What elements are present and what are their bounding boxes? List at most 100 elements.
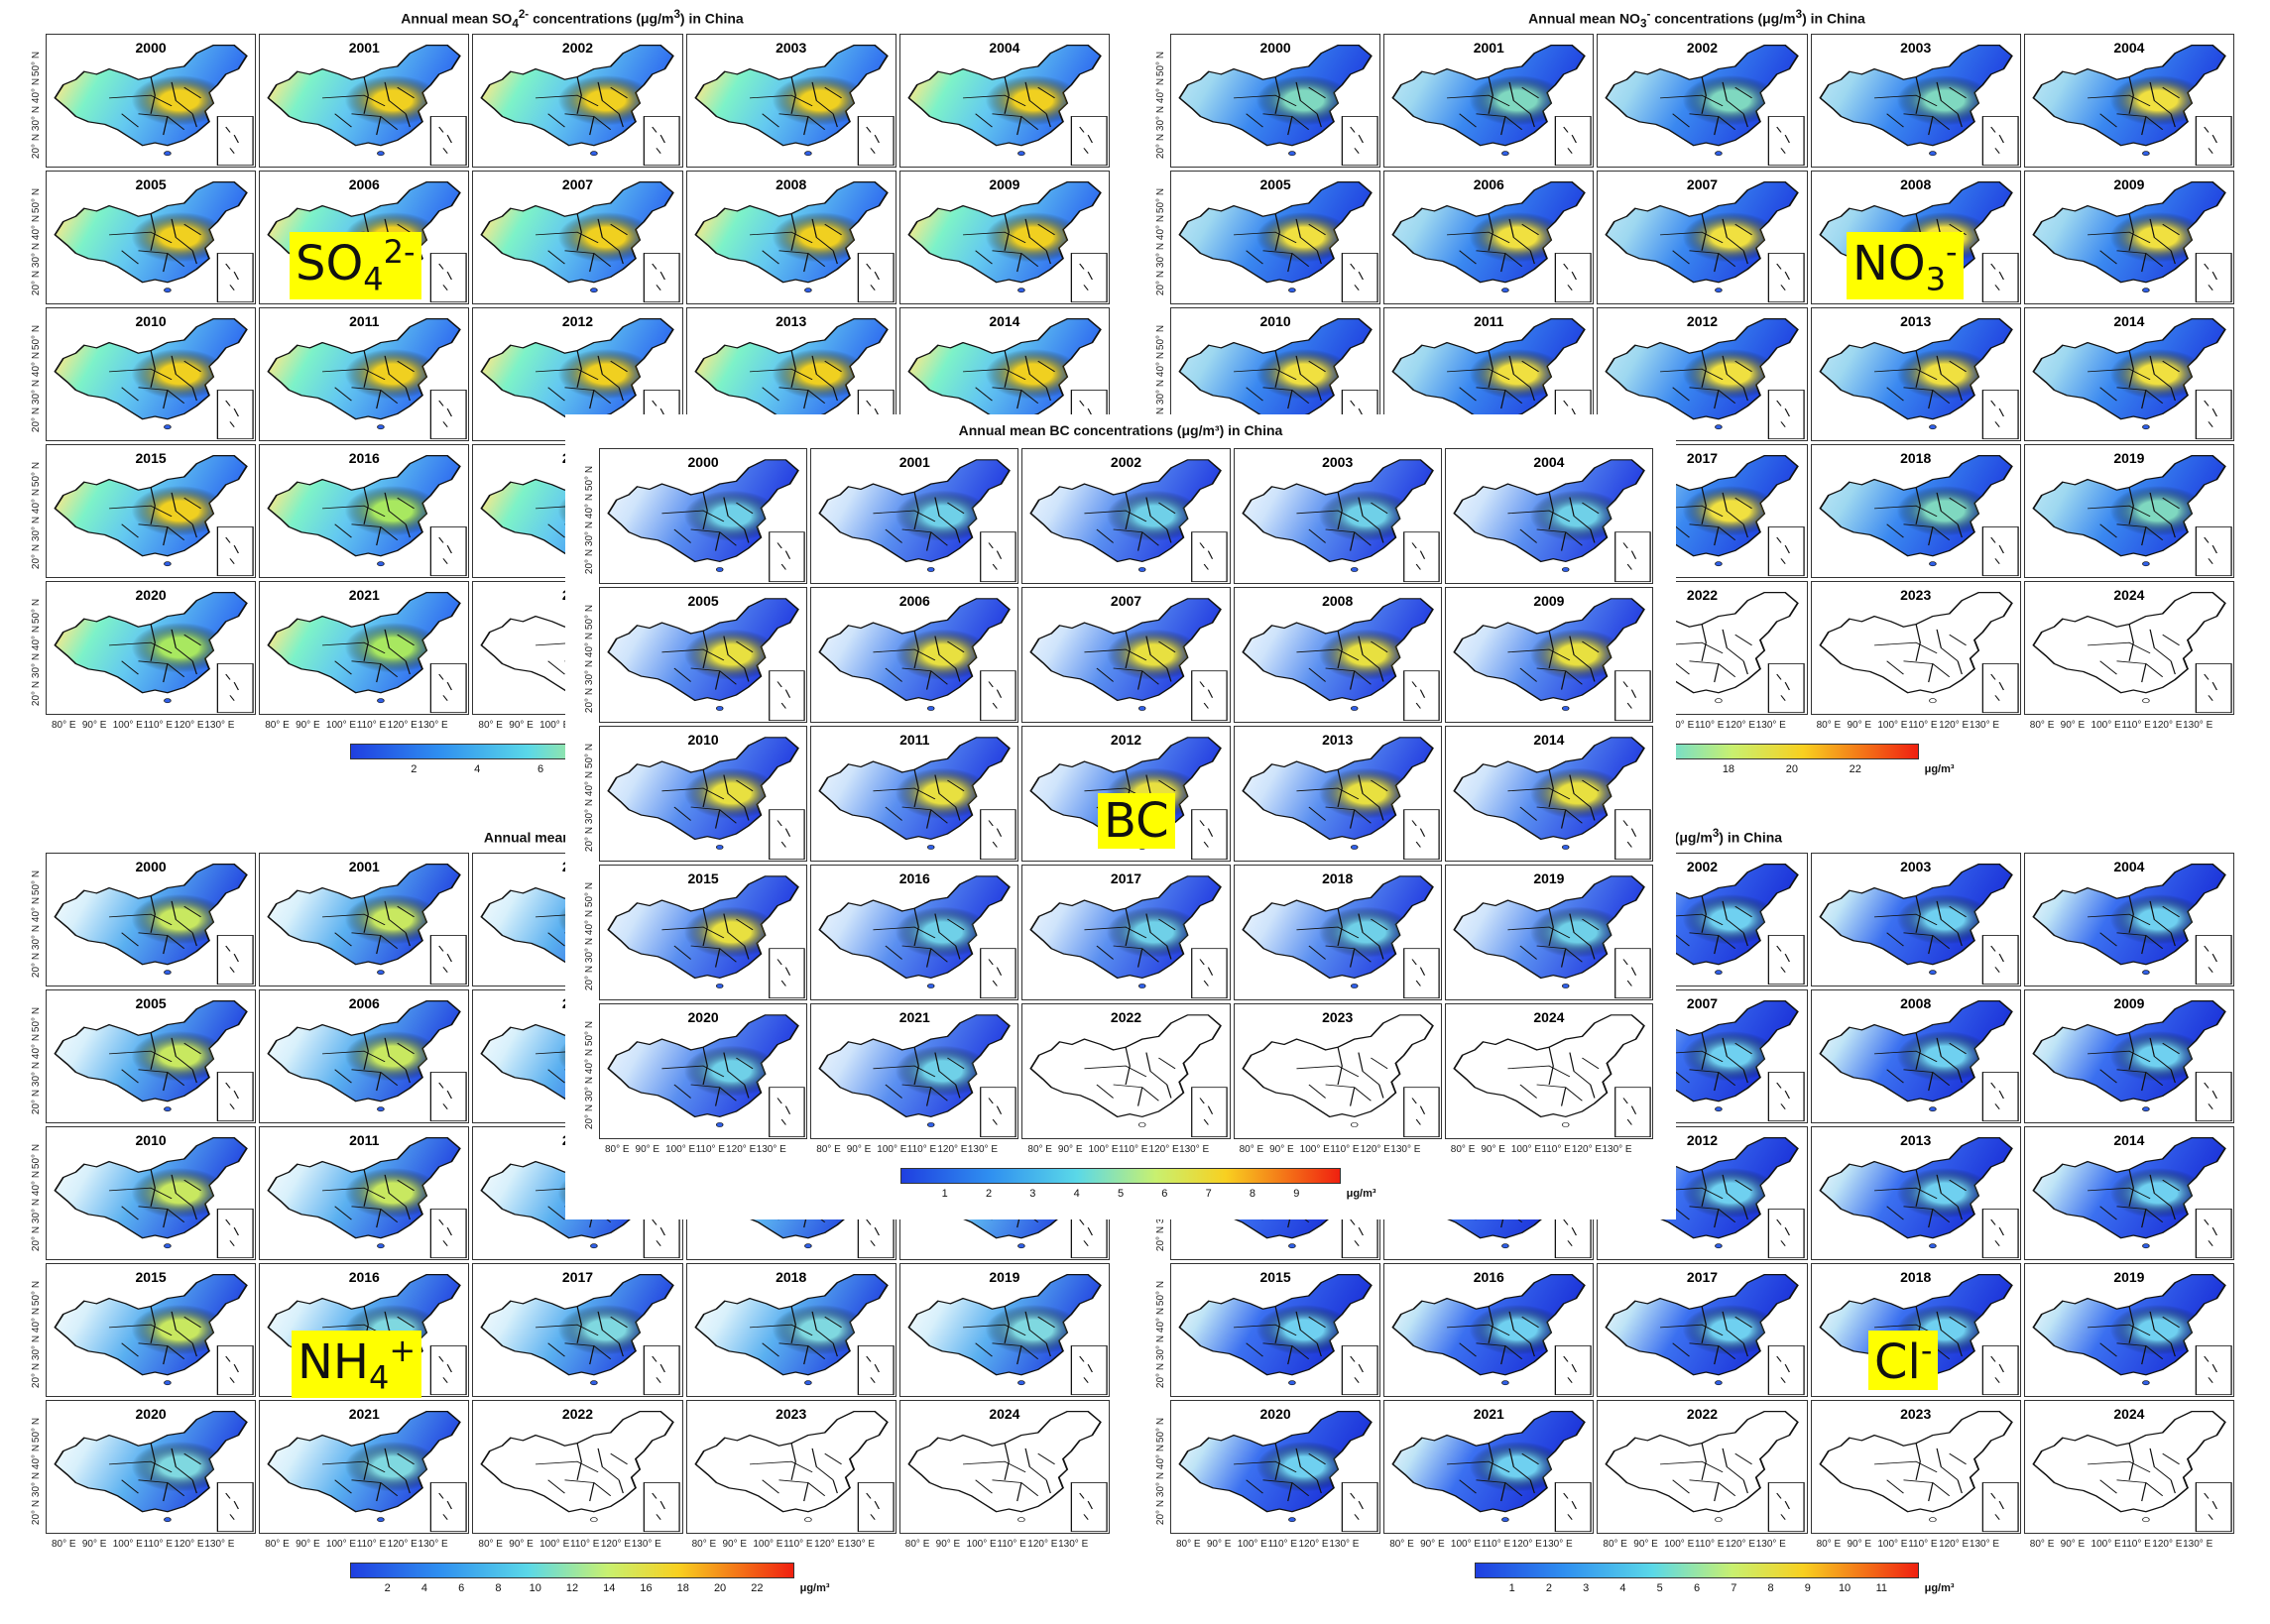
colorbar-tick: 7	[1206, 1188, 1212, 1200]
lon-tick-label: 90° E	[1633, 1539, 1658, 1550]
south-china-sea-inset	[1769, 390, 1805, 438]
panel-year-label: 2000	[1171, 40, 1379, 56]
south-china-sea-inset	[858, 1345, 894, 1394]
lon-tick-label: 90° E	[1847, 720, 1871, 731]
hainan-island	[1929, 1518, 1936, 1522]
panel-year-label: 2024	[2025, 1406, 2233, 1422]
south-china-sea-inset	[645, 1209, 680, 1257]
lon-tick-label: 80° E	[52, 720, 76, 731]
hainan-island	[928, 1122, 935, 1126]
south-china-sea-inset	[1769, 526, 1805, 575]
map-panel-2013: 2013	[1811, 307, 2021, 441]
lon-tick-label: 130° E	[1756, 720, 1786, 731]
panel-year-label: 2022	[1022, 1009, 1229, 1025]
colorbar-tick: 2	[385, 1582, 391, 1594]
panel-year-label: 2004	[2025, 40, 2233, 56]
map-panel-2013: 2013	[1811, 1126, 2021, 1260]
panel-year-label: 2005	[47, 176, 255, 192]
map-panel-2016: 2016	[810, 865, 1018, 1000]
hainan-island	[2142, 425, 2149, 429]
lon-tick-label: 130° E	[204, 720, 234, 731]
map-panel-2015: 2015	[599, 865, 807, 1000]
lon-tick-label: 130° E	[1970, 720, 1999, 731]
panel-year-label: 2011	[811, 732, 1017, 748]
map-panel-2022: 2022	[472, 1400, 682, 1534]
lat-tick-label: 30° N	[584, 660, 595, 685]
panel-year-label: 2010	[1171, 313, 1379, 329]
hainan-island	[1017, 1244, 1024, 1248]
hainan-island	[1716, 152, 1723, 156]
lon-tick-label: 90° E	[2061, 1539, 2086, 1550]
lon-tick-label: 110° E	[144, 720, 173, 731]
panel-year-label: 2024	[1446, 1009, 1652, 1025]
lon-tick-label: 80° E	[605, 1144, 630, 1155]
panel-year-label: 2014	[2025, 1132, 2233, 1148]
map-panel-2024: 2024	[1445, 1003, 1653, 1139]
south-china-sea-inset	[1403, 949, 1438, 998]
lat-tick-label: 40° N	[584, 910, 595, 935]
lat-tick-label: 20° N	[584, 827, 595, 852]
hainan-island	[1502, 1244, 1509, 1248]
lon-tick-label: 110° E	[907, 1144, 936, 1155]
hainan-island	[165, 1381, 172, 1385]
panel-year-label: 2011	[1384, 313, 1593, 329]
panel-year-label: 2005	[600, 593, 806, 609]
map-panel-2007: 2007	[472, 171, 682, 304]
south-china-sea-inset	[217, 526, 253, 575]
south-china-sea-inset	[1192, 532, 1227, 582]
lat-tick-label: 50° N	[31, 1281, 42, 1306]
lon-tick-label: 110° E	[570, 1539, 599, 1550]
south-china-sea-inset	[1982, 253, 2018, 301]
panel-year-label: 2021	[260, 1406, 468, 1422]
lon-tick-label: 90° E	[722, 1539, 747, 1550]
map-panel-2014: 2014	[1445, 726, 1653, 862]
lon-tick-label: 90° E	[1269, 1144, 1294, 1155]
lon-tick-label: 130° E	[1058, 1539, 1088, 1550]
lon-tick-label: 110° E	[1482, 1539, 1510, 1550]
lon-tick-label: 80° E	[2030, 1539, 2055, 1550]
map-panel-2002: 2002	[472, 34, 682, 168]
colorbar-tick: 20	[714, 1582, 726, 1594]
panel-year-label: 2018	[1812, 1269, 2020, 1285]
hainan-island	[165, 1244, 172, 1248]
panel-year-label: 2018	[1235, 870, 1441, 886]
hainan-island	[1289, 1518, 1296, 1522]
colorbar-tick: 5	[1118, 1188, 1124, 1200]
panel-year-label: 2006	[811, 593, 1017, 609]
lat-tick-label: 40° N	[31, 1171, 42, 1196]
panel-year-label: 2004	[2025, 859, 2233, 874]
map-panel-2010: 2010	[599, 726, 807, 862]
south-china-sea-inset	[2196, 526, 2231, 575]
panel-year-label: 2000	[47, 40, 255, 56]
hainan-island	[1929, 1244, 1936, 1248]
lon-tick-label: 110° E	[1695, 1539, 1724, 1550]
lon-tick-label: 130° E	[632, 1539, 661, 1550]
panel-year-label: 2004	[1446, 454, 1652, 470]
colorbar	[900, 1168, 1340, 1184]
lat-tick-label: 20° N	[31, 681, 42, 706]
hainan-island	[928, 984, 935, 987]
panel-year-label: 2021	[1384, 1406, 1593, 1422]
lat-tick-label: 50° N	[1155, 1281, 1166, 1306]
panel-year-label: 2019	[1446, 870, 1652, 886]
lon-tick-label: 100° E	[753, 1539, 782, 1550]
panel-year-label: 2008	[687, 176, 896, 192]
hainan-island	[928, 567, 935, 571]
south-china-sea-inset	[1769, 1482, 1805, 1531]
lon-tick-label: 110° E	[1695, 720, 1724, 731]
hainan-island	[1716, 425, 1723, 429]
colorbar-tick: 8	[1250, 1188, 1255, 1200]
hainan-island	[1289, 289, 1296, 292]
colorbar-tick: 18	[1723, 763, 1734, 775]
panel-year-label: 2017	[473, 1269, 681, 1285]
hainan-island	[716, 984, 723, 987]
map-panel-2008: 2008	[1234, 587, 1442, 723]
lat-tick-label: 50° N	[584, 605, 595, 630]
panel-year-label: 2015	[47, 1269, 255, 1285]
panel-year-label: 2007	[473, 176, 681, 192]
south-china-sea-inset	[217, 116, 253, 165]
panel-year-label: 2006	[1384, 176, 1593, 192]
panel-year-label: 2019	[900, 1269, 1109, 1285]
colorbar-tick: 9	[1293, 1188, 1299, 1200]
lon-tick-label: 80° E	[1176, 1539, 1201, 1550]
